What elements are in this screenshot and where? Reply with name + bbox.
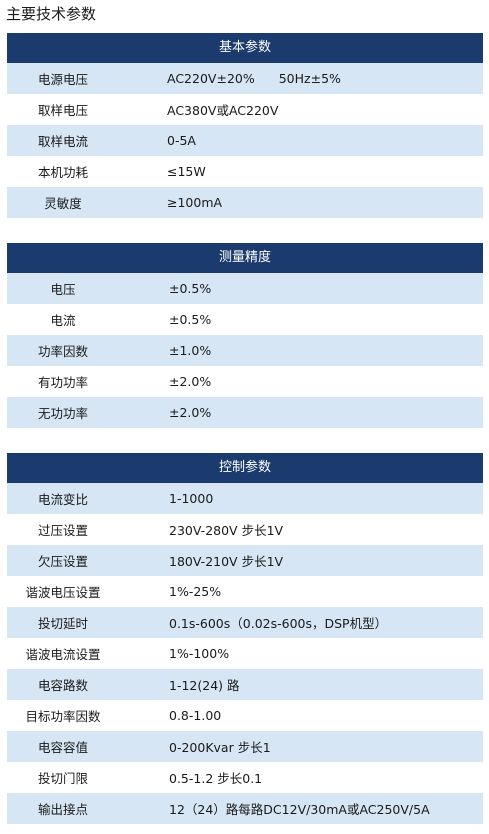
param-label: 功率因数 xyxy=(37,344,88,359)
section-header-accuracy: 测量精度 xyxy=(7,243,483,273)
param-label: 过压设置 xyxy=(37,523,88,538)
param-value: ≥100mA xyxy=(167,195,223,210)
param-value: 180V-210V 步长1V xyxy=(169,554,284,569)
table-row: 电源电压 AC220V±20% 50Hz±5% xyxy=(7,63,483,94)
table-row: 无功功率 ±2.0% xyxy=(7,397,483,428)
table-row: 目标功率因数 0.8-1.00 xyxy=(7,700,483,731)
table-row: 有功功率 ±2.0% xyxy=(7,366,483,397)
section-header-control: 控制参数 xyxy=(7,453,483,483)
param-value: 0-5A xyxy=(167,133,196,148)
param-label: 电流变比 xyxy=(37,492,88,507)
param-value: 12（24）路每路DC12V/30mA或AC250V/5A xyxy=(169,802,430,817)
param-label: 无功功率 xyxy=(37,406,88,421)
table-row: 本机功耗 ≤15W xyxy=(7,156,483,187)
accuracy-table: 测量精度 电压 ±0.5% 电流 ±0.5% 功率因数 ±1.0% 有功功率 ±… xyxy=(7,243,483,428)
table-row: 电容路数 1-12(24) 路 xyxy=(7,669,483,700)
table-row: 欠压设置 180V-210V 步长1V xyxy=(7,545,483,576)
section-header-basic: 基本参数 xyxy=(7,33,483,63)
param-label: 投切延时 xyxy=(37,616,88,631)
param-value: 1-12(24) 路 xyxy=(169,678,240,693)
param-label: 电容路数 xyxy=(37,678,88,693)
param-value: ±2.0% xyxy=(169,374,212,389)
param-label: 欠压设置 xyxy=(37,554,88,569)
param-label: 输出接点 xyxy=(37,802,88,817)
param-value: ≤15W xyxy=(167,164,206,179)
page-title: 主要技术参数 xyxy=(6,5,97,23)
table-row: 灵敏度 ≥100mA xyxy=(7,187,483,218)
param-value: 0.5-1.2 步长0.1 xyxy=(169,771,263,786)
table-row: 功率因数 ±1.0% xyxy=(7,335,483,366)
param-value-frequency: 50Hz±5% xyxy=(278,71,341,86)
param-value: 230V-280V 步长1V xyxy=(169,523,284,538)
param-label: 本机功耗 xyxy=(37,165,88,180)
table-row: 谐波电流设置 1%-100% xyxy=(7,638,483,669)
param-value: 1%-100% xyxy=(169,646,230,661)
param-value: 0.8-1.00 xyxy=(169,708,222,723)
param-label: 取样电压 xyxy=(37,103,88,118)
param-value: ±0.5% xyxy=(169,312,212,327)
param-value: ±2.0% xyxy=(169,405,212,420)
table-row: 输出接点 12（24）路每路DC12V/30mA或AC250V/5A xyxy=(7,793,483,824)
param-value: 0.1s-600s（0.02s-600s，DSP机型） xyxy=(169,616,388,631)
param-label: 目标功率因数 xyxy=(25,709,101,724)
param-label: 取样电流 xyxy=(37,134,88,149)
param-label: 电流 xyxy=(50,313,76,328)
param-value: ±1.0% xyxy=(169,343,212,358)
table-row: 取样电压 AC380V或AC220V xyxy=(7,94,483,125)
param-value: AC220V±20% 50Hz±5% xyxy=(119,71,483,86)
param-label: 有功功率 xyxy=(37,375,88,390)
control-params-table: 控制参数 电流变比 1-1000 过压设置 230V-280V 步长1V 欠压设… xyxy=(7,453,483,824)
param-value: AC380V或AC220V xyxy=(167,103,279,118)
param-label: 灵敏度 xyxy=(44,196,82,211)
param-value: ±0.5% xyxy=(169,281,212,296)
basic-params-table: 基本参数 电源电压 AC220V±20% 50Hz±5% 取样电压 AC380V或… xyxy=(7,33,483,218)
param-value: 1%-25% xyxy=(169,584,222,599)
table-row: 电压 ±0.5% xyxy=(7,273,483,304)
table-row: 谐波电压设置 1%-25% xyxy=(7,576,483,607)
table-row: 电流 ±0.5% xyxy=(7,304,483,335)
table-row: 投切延时 0.1s-600s（0.02s-600s，DSP机型） xyxy=(7,607,483,638)
param-label: 电源电压 xyxy=(37,72,88,87)
param-label: 电容容值 xyxy=(37,740,88,755)
table-row: 取样电流 0-5A xyxy=(7,125,483,156)
param-label: 谐波电流设置 xyxy=(25,647,101,662)
table-row: 电流变比 1-1000 xyxy=(7,483,483,514)
param-label: 谐波电压设置 xyxy=(25,585,101,600)
table-row: 投切门限 0.5-1.2 步长0.1 xyxy=(7,762,483,793)
param-value: 0-200Kvar 步长1 xyxy=(169,740,271,755)
table-row: 过压设置 230V-280V 步长1V xyxy=(7,514,483,545)
param-label: 电压 xyxy=(50,282,76,297)
param-label: 投切门限 xyxy=(37,771,88,786)
param-value: 1-1000 xyxy=(169,491,214,506)
table-row: 电容容值 0-200Kvar 步长1 xyxy=(7,731,483,762)
param-value-voltage: AC220V±20% xyxy=(167,71,255,86)
